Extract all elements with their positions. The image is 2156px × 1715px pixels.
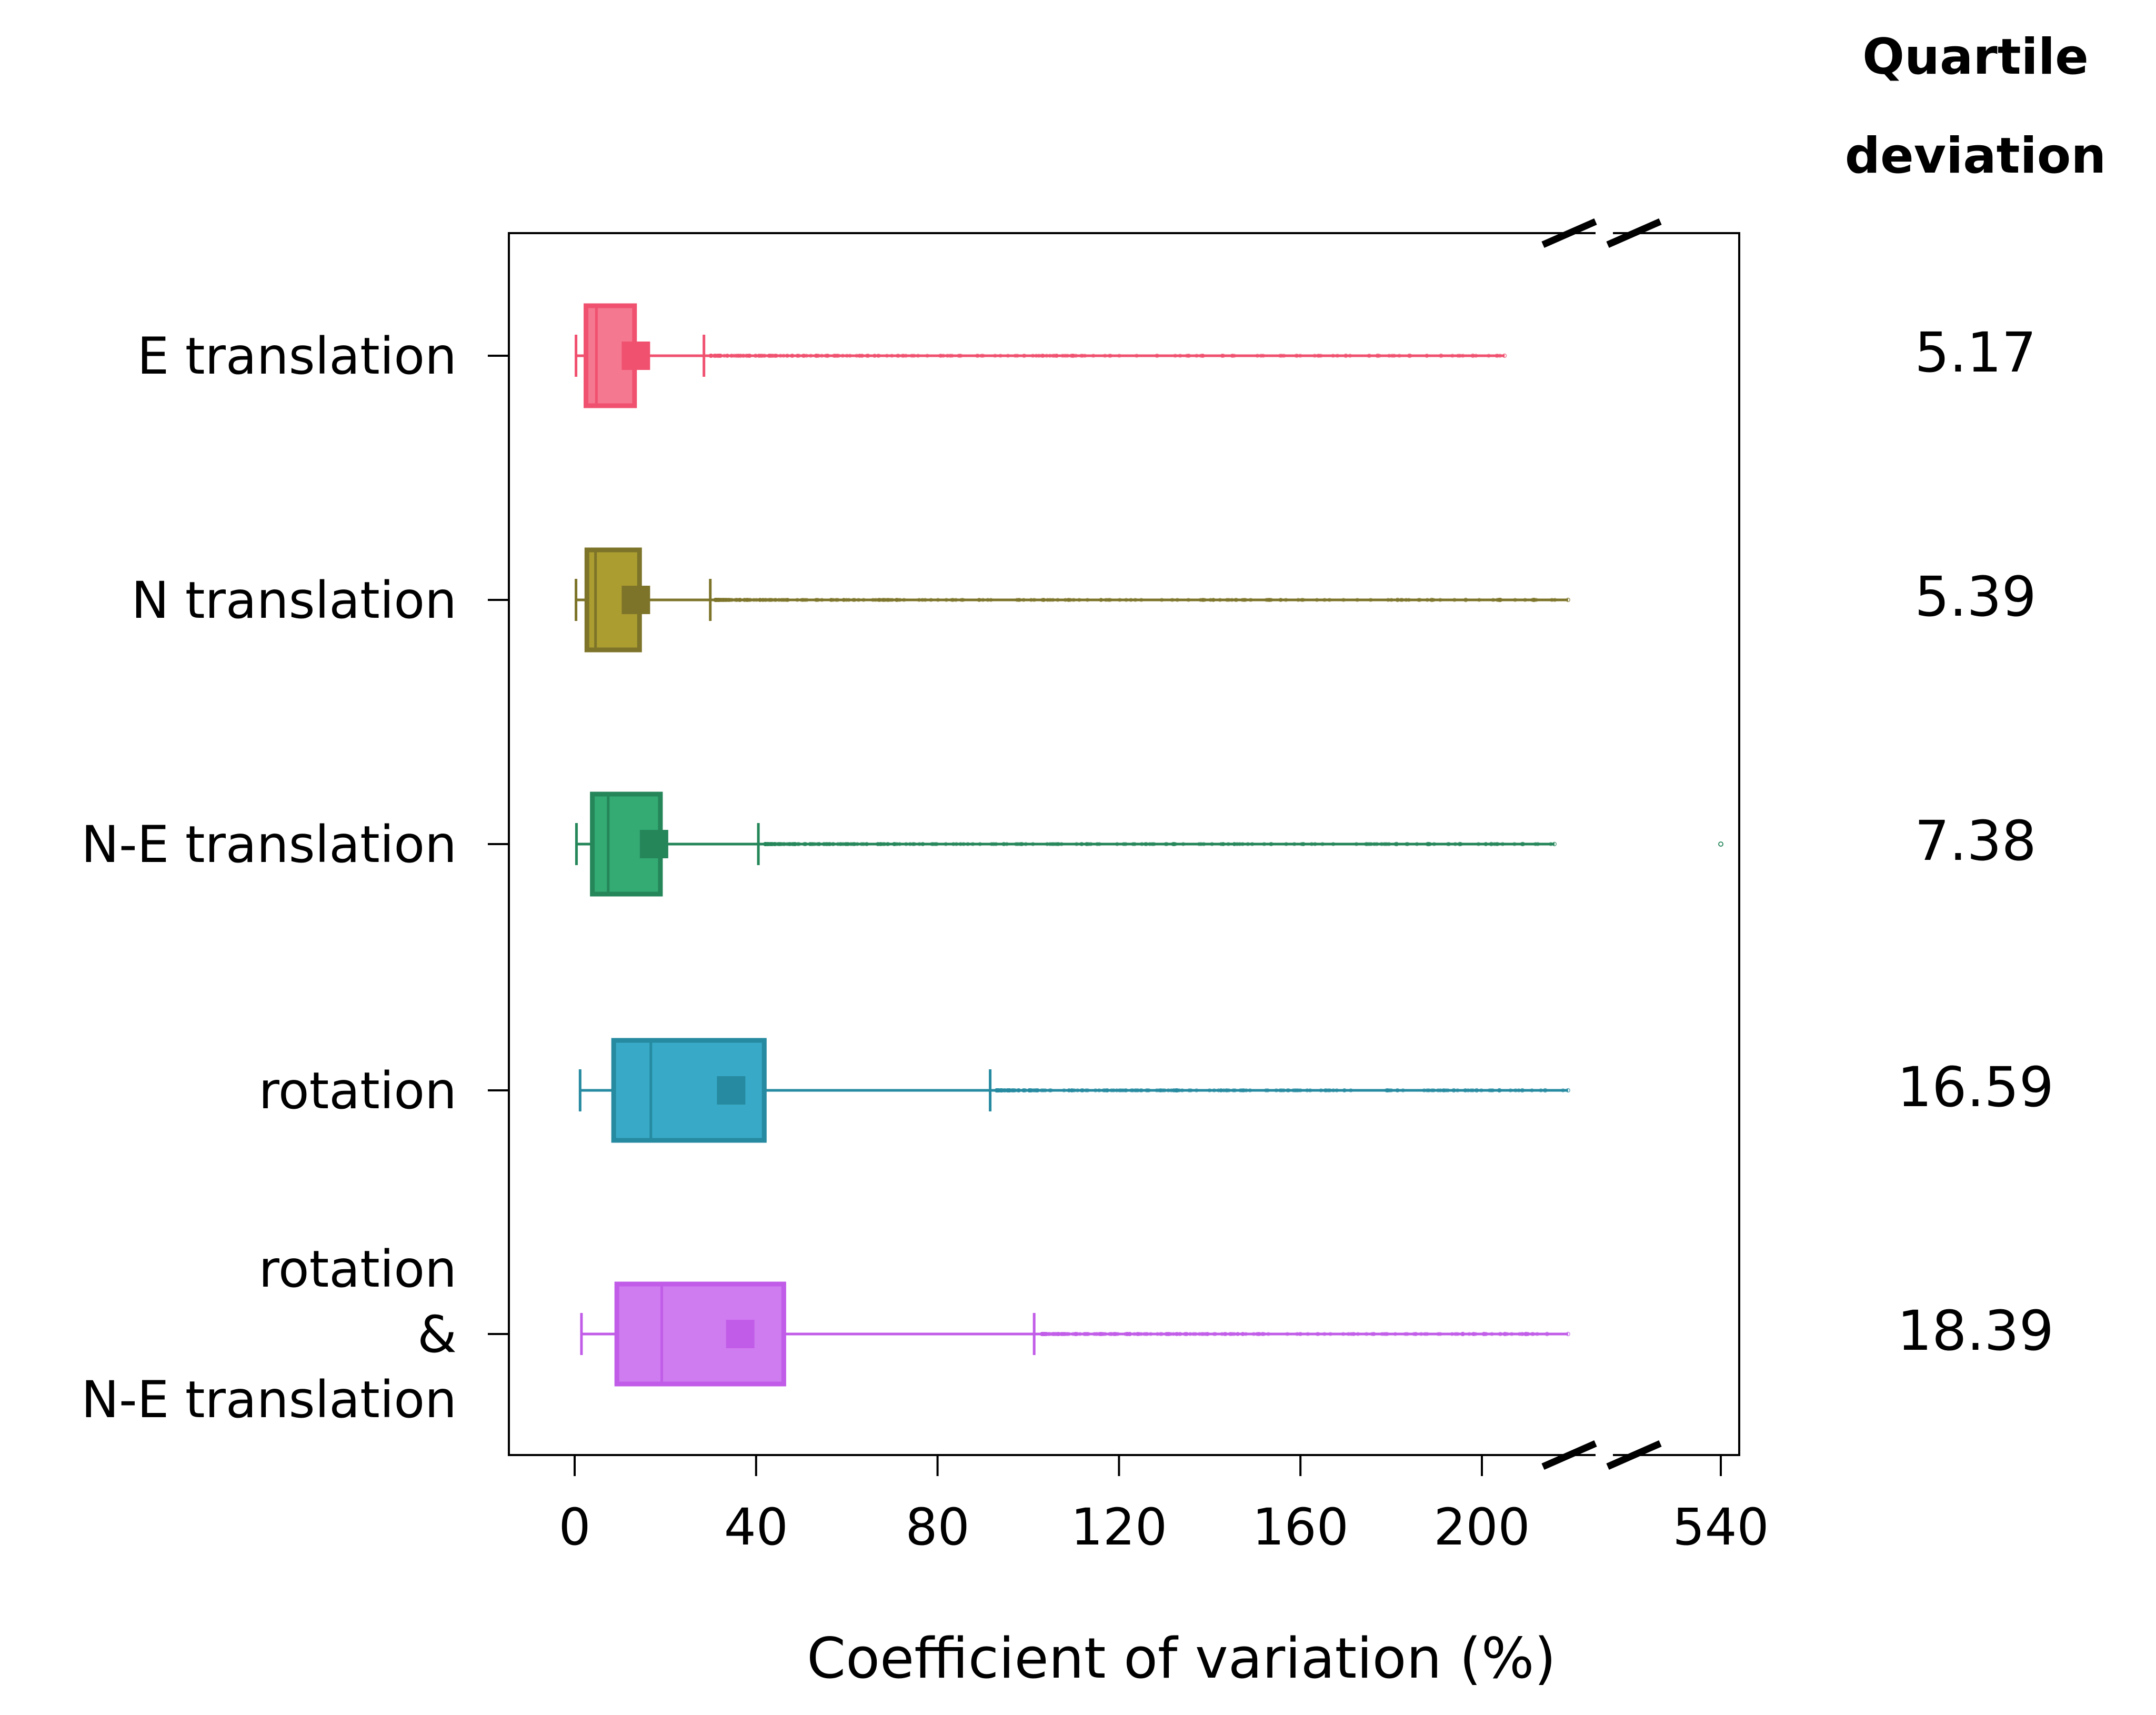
quartile-deviation-value-4: 18.39 xyxy=(1897,1299,2054,1363)
x-tick-label: 80 xyxy=(906,1498,970,1557)
break-slash-right-1 xyxy=(1606,1440,1662,1470)
break-slash-left-0 xyxy=(1541,218,1597,248)
break-slash-left-1 xyxy=(1541,1440,1597,1470)
x-axis: 0 40 80 120 160 200 540 xyxy=(558,1455,1769,1557)
x-axis-label: Coefficient of variation (%) xyxy=(807,1626,1556,1691)
break-gap-0 xyxy=(1596,229,1613,237)
category-label-4-line-1: & xyxy=(417,1305,457,1364)
category-label-1-line-0: N translation xyxy=(131,571,457,630)
mean-marker xyxy=(717,1076,746,1105)
category-label-0-line-0: E translation xyxy=(137,327,457,386)
x-tick-label: 540 xyxy=(1672,1498,1769,1557)
break-gap-1 xyxy=(1596,1451,1613,1459)
x-tick-label: 200 xyxy=(1433,1498,1530,1557)
x-tick-label: 0 xyxy=(558,1498,590,1557)
outlier-point-extreme xyxy=(1718,841,1723,847)
quartile-deviation-title-line-1: Quartile xyxy=(1862,28,2089,86)
quartile-deviation-value-1: 5.39 xyxy=(1914,565,2037,629)
mean-marker xyxy=(621,342,650,370)
boxes-layer xyxy=(575,303,1723,1387)
category-label-3-line-0: rotation xyxy=(259,1061,457,1120)
iqr-box xyxy=(614,1281,786,1387)
y-axis: E translation N translation N-E translatio… xyxy=(81,327,509,1429)
quartile-deviation-value-3: 16.59 xyxy=(1897,1055,2054,1119)
break-slash-right-0 xyxy=(1606,218,1662,248)
x-tick-label: 40 xyxy=(724,1498,788,1557)
box-group-2 xyxy=(575,791,1723,897)
quartile-deviation-value-2: 7.38 xyxy=(1914,809,2037,873)
mean-marker xyxy=(639,830,668,858)
box-group-3 xyxy=(578,1038,1571,1143)
category-label-2-line-0: N-E translation xyxy=(81,815,457,874)
category-label-4-line-2: N-E translation xyxy=(81,1370,457,1429)
mean-marker xyxy=(621,586,650,614)
box-group-4 xyxy=(580,1281,1571,1387)
box-group-0 xyxy=(575,303,1507,408)
mean-marker xyxy=(726,1320,755,1348)
x-tick-label: 160 xyxy=(1252,1498,1349,1557)
category-label-4-line-0: rotation xyxy=(259,1240,457,1299)
quartile-deviation-value-0: 5.17 xyxy=(1914,320,2037,385)
x-tick-label: 120 xyxy=(1071,1498,1167,1557)
quartile-deviation-column: Quartile deviation 5.17 5.39 7.38 16.59 18.3… xyxy=(1845,28,2107,1363)
quartile-deviation-title-line-2: deviation xyxy=(1845,127,2107,185)
axis-break-marks xyxy=(1541,218,1662,1470)
box-group-1 xyxy=(575,547,1571,653)
